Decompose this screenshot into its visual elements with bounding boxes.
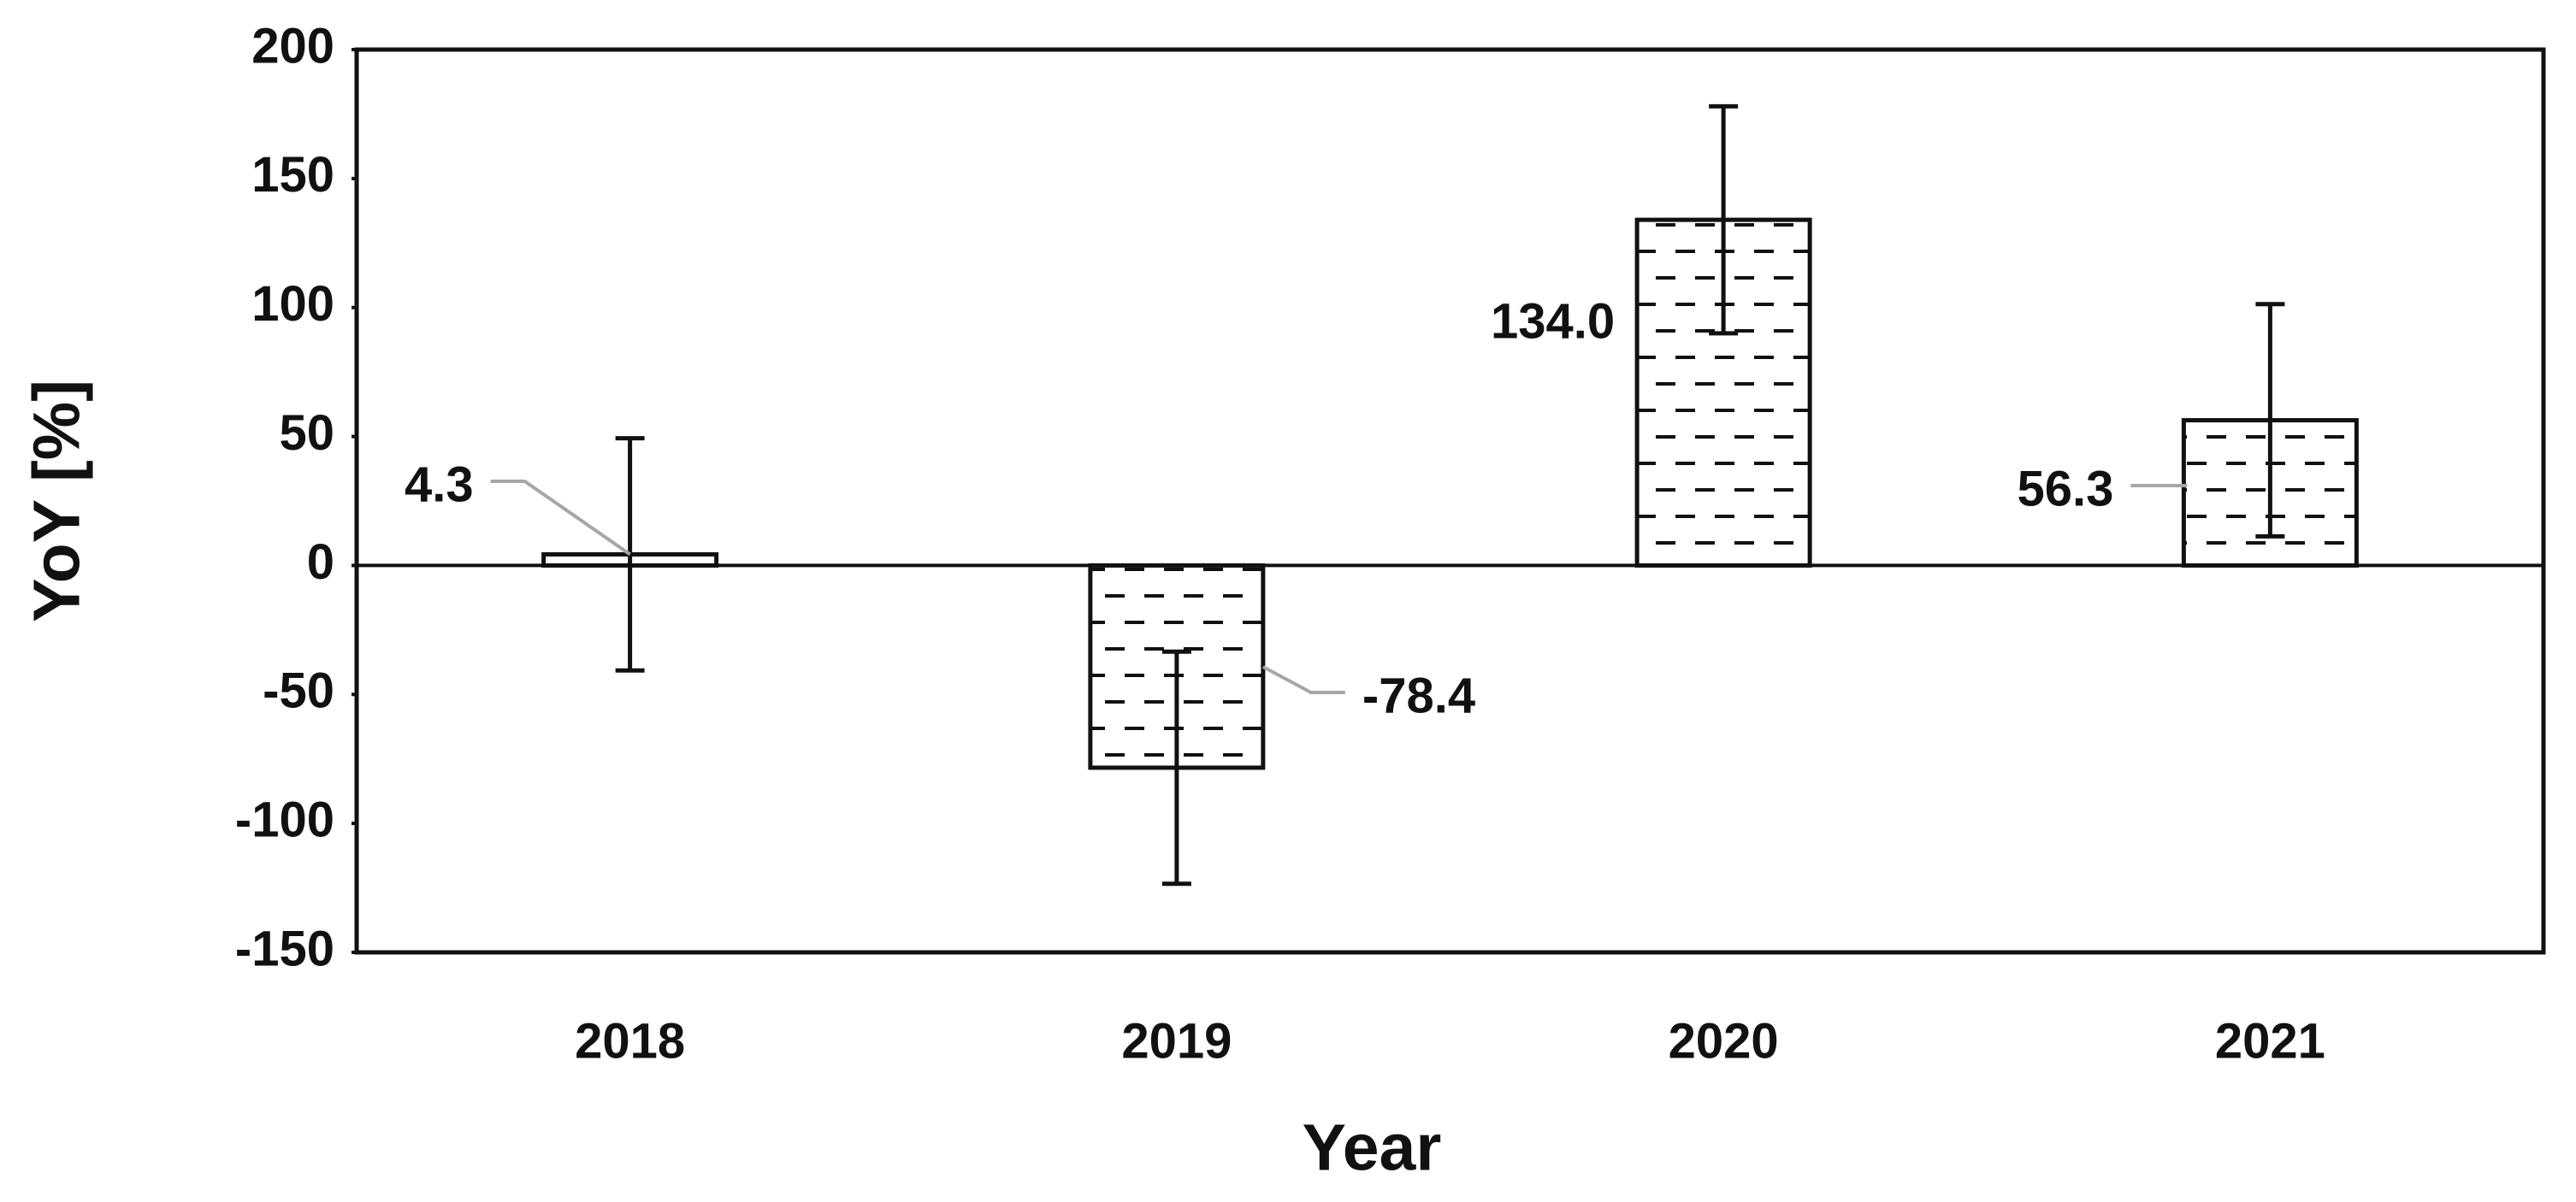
y-tick-label: -50 <box>263 663 334 719</box>
y-tick-label: 0 <box>307 534 334 590</box>
y-axis-title: YoY [%] <box>20 380 93 622</box>
data-label: 56.3 <box>2017 461 2113 516</box>
x-tick-label: 2020 <box>1669 1013 1779 1069</box>
data-label: 4.3 <box>405 457 474 512</box>
y-tick-label: 150 <box>251 147 334 203</box>
x-tick-label: 2018 <box>575 1013 685 1069</box>
y-tick-label: 200 <box>251 18 334 74</box>
data-label: -78.4 <box>1362 668 1475 723</box>
plot-frame <box>354 47 2546 955</box>
data-label: 134.0 <box>1491 293 1615 349</box>
x-tick-label: 2019 <box>1121 1013 1232 1069</box>
y-tick-label: -100 <box>235 792 334 847</box>
y-tick-label: 100 <box>251 276 334 332</box>
y-tick-label: -150 <box>235 921 334 976</box>
leader-line <box>1261 665 1345 694</box>
x-tick-label: 2021 <box>2215 1013 2325 1069</box>
x-axis-title: Year <box>1303 1111 1442 1184</box>
y-tick-label: 50 <box>279 405 334 461</box>
leader-line <box>490 480 631 557</box>
